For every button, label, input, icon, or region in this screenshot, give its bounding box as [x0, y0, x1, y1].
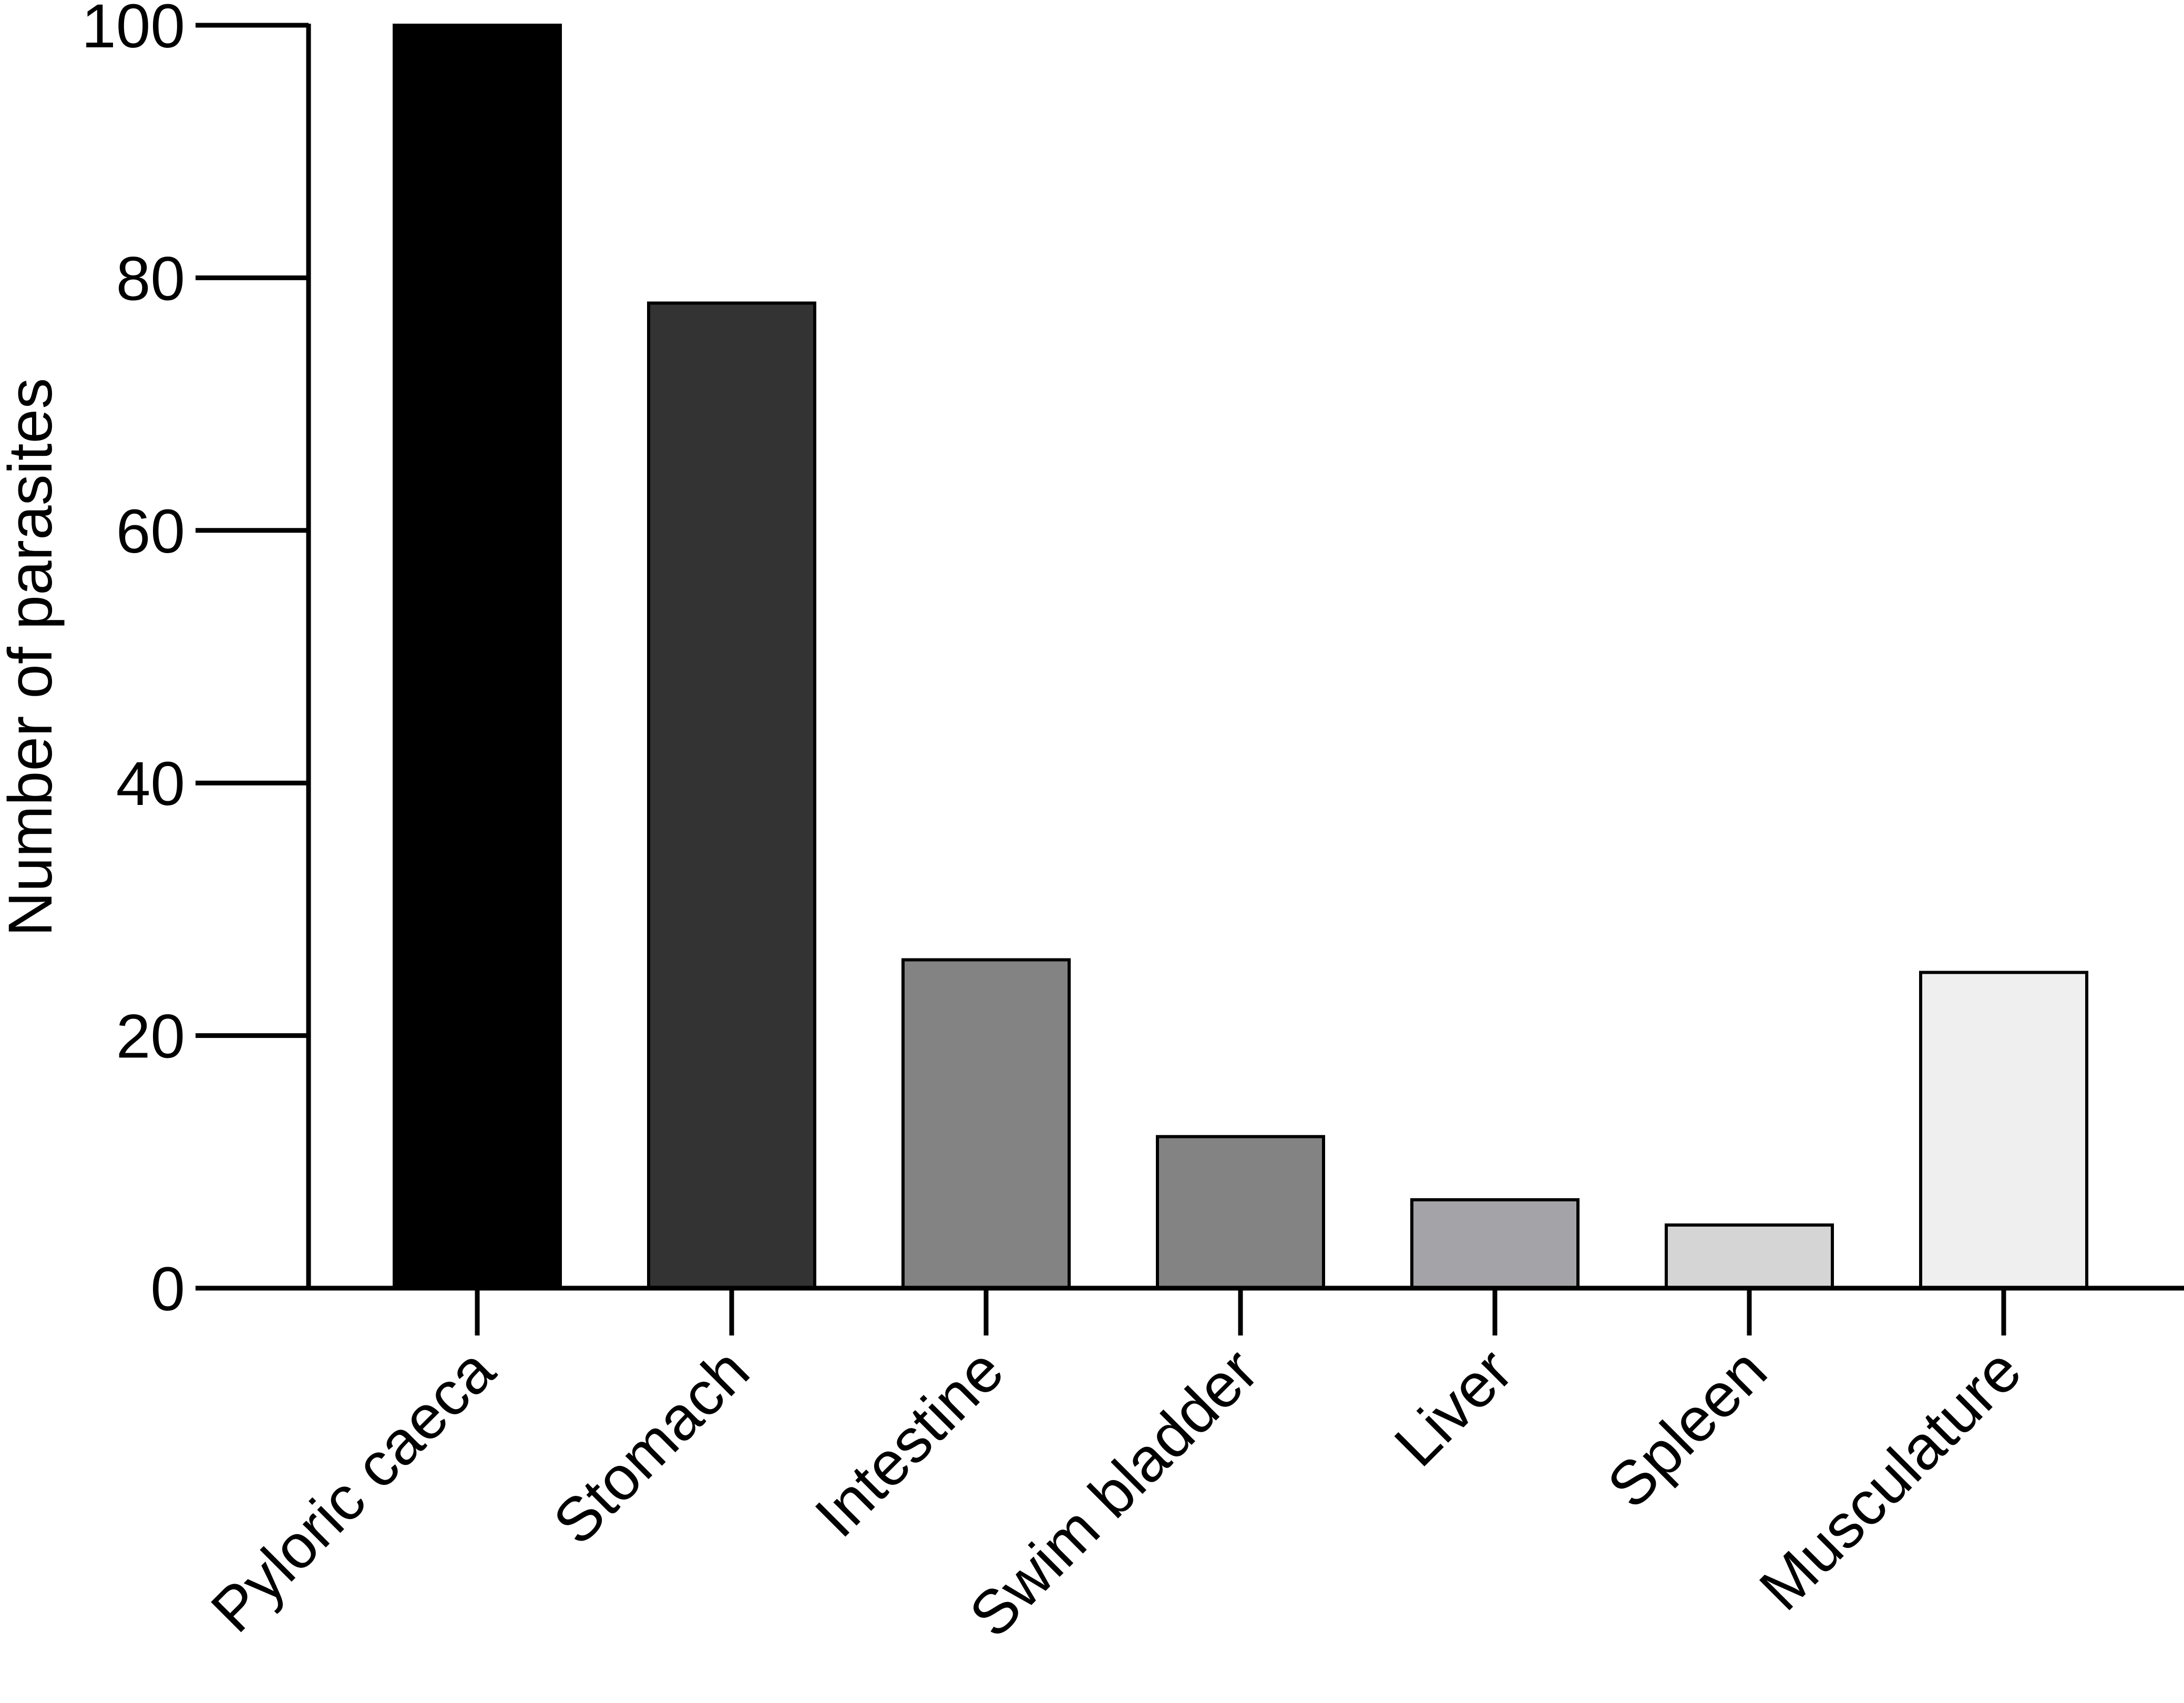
- x-tick-label: Pyloric caeca: [198, 1335, 508, 1646]
- x-tick-label: Intestine: [802, 1335, 1017, 1551]
- bars-group: [393, 24, 2088, 1290]
- y-tick-label: 40: [116, 749, 185, 819]
- y-tick-label: 20: [116, 1002, 185, 1072]
- y-ticks-group: 0 20 40 60 80 100: [81, 0, 309, 1324]
- x-tick-label: Stomach: [540, 1335, 763, 1558]
- y-axis-title: Number of parasites: [0, 378, 65, 936]
- y-tick-label: 80: [116, 244, 185, 313]
- x-tick-label: Liver: [1381, 1335, 1525, 1480]
- bar-spleen: [1665, 1223, 1834, 1290]
- y-tick-label: 60: [116, 497, 185, 566]
- x-tick-label: Spleen: [1594, 1335, 1780, 1521]
- bar-swim-bladder: [1156, 1135, 1325, 1290]
- bar-liver: [1410, 1198, 1580, 1290]
- bar-intestine: [901, 958, 1071, 1290]
- bar-stomach: [647, 301, 816, 1290]
- y-tick-label: 100: [81, 0, 185, 61]
- y-tick-label: 0: [150, 1255, 185, 1324]
- bar-pyloric-caeca: [393, 24, 562, 1290]
- axes-group: [196, 24, 2184, 1291]
- x-tick-label: Musculature: [1747, 1335, 2035, 1624]
- bar-musculature: [1919, 971, 2088, 1290]
